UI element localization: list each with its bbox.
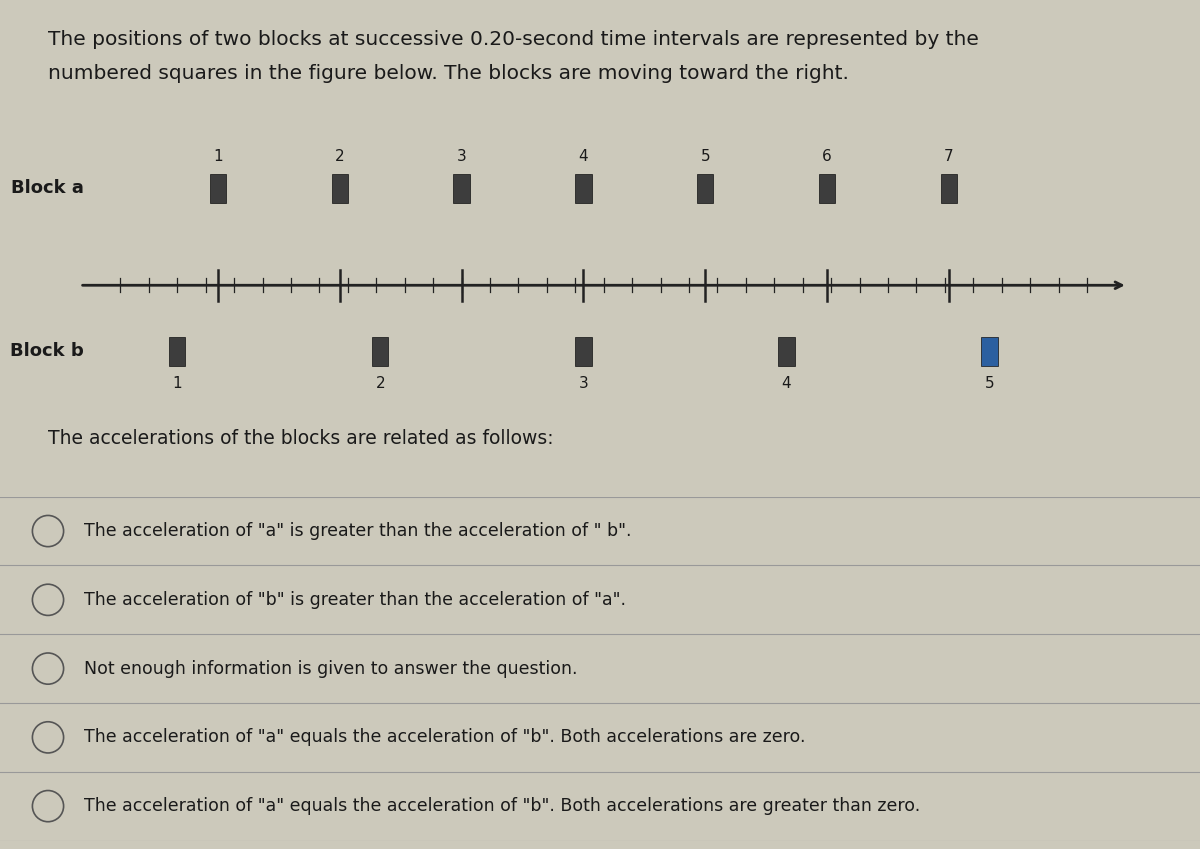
Text: 6: 6 <box>822 149 832 164</box>
Bar <box>331 174 348 203</box>
Text: The accelerations of the blocks are related as follows:: The accelerations of the blocks are rela… <box>48 429 553 447</box>
Bar <box>575 337 592 366</box>
Bar <box>941 174 958 203</box>
Text: 7: 7 <box>944 149 954 164</box>
Text: numbered squares in the figure below. The blocks are moving toward the right.: numbered squares in the figure below. Th… <box>48 64 848 82</box>
Bar <box>818 174 835 203</box>
Text: The acceleration of "a" is greater than the acceleration of " b".: The acceleration of "a" is greater than … <box>84 522 631 540</box>
Bar <box>575 174 592 203</box>
Text: 2: 2 <box>335 149 344 164</box>
Text: Block b: Block b <box>10 342 84 361</box>
Text: 4: 4 <box>781 376 791 391</box>
Text: The acceleration of "a" equals the acceleration of "b". Both accelerations are g: The acceleration of "a" equals the accel… <box>84 797 920 815</box>
Text: 5: 5 <box>701 149 710 164</box>
Text: 3: 3 <box>457 149 467 164</box>
Text: The acceleration of "a" equals the acceleration of "b". Both accelerations are z: The acceleration of "a" equals the accel… <box>84 728 805 746</box>
Bar <box>210 174 226 203</box>
Bar <box>779 337 794 366</box>
Text: The acceleration of "b" is greater than the acceleration of "a".: The acceleration of "b" is greater than … <box>84 591 626 609</box>
Text: 1: 1 <box>173 376 182 391</box>
Text: Block a: Block a <box>11 179 84 198</box>
Bar <box>169 337 185 366</box>
Text: Not enough information is given to answer the question.: Not enough information is given to answe… <box>84 660 577 678</box>
Text: 2: 2 <box>376 376 385 391</box>
Text: 5: 5 <box>985 376 995 391</box>
Bar <box>697 174 713 203</box>
Text: The positions of two blocks at successive 0.20-second time intervals are represe: The positions of two blocks at successiv… <box>48 30 979 48</box>
Text: 1: 1 <box>214 149 223 164</box>
Bar <box>982 337 997 366</box>
Text: 3: 3 <box>578 376 588 391</box>
Text: 4: 4 <box>578 149 588 164</box>
Bar <box>454 174 469 203</box>
Bar <box>372 337 389 366</box>
